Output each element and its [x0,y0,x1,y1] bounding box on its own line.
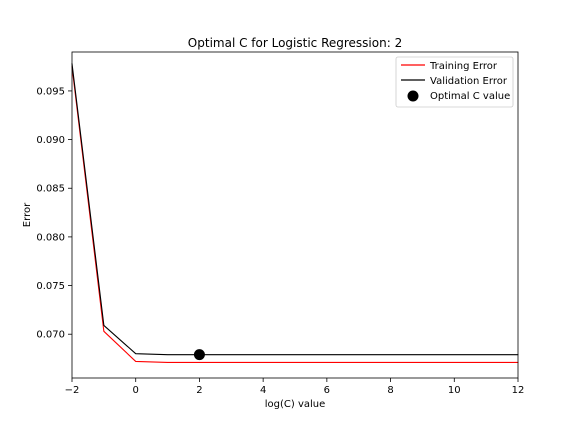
x-tick-label: −2 [65,385,80,396]
validation-error-line [71,63,519,356]
chart-title: Optimal C for Logistic Regression: 2 [188,36,402,50]
legend: Training Error Validation Error Optimal … [395,56,514,108]
x-axis-label: log(C) value [265,399,326,410]
plot-frame [71,51,519,379]
optimal-c-point [193,349,205,361]
y-tick-label: 0.075 [36,281,65,292]
x-tick-label: 12 [512,385,525,396]
legend-label-training-error: Training Error [429,61,498,72]
y-tick-label: 0.080 [36,232,65,243]
legend-marker-optimal-c [407,90,419,102]
legend-label-validation-error: Validation Error [430,76,508,87]
legend-label-optimal-c: Optimal C value [430,91,510,102]
legend-box [395,56,514,108]
y-tick-label: 0.070 [36,330,65,341]
x-tick-label: 2 [196,385,202,396]
axis-ticks: −2 0 2 4 6 8 10 12 0.070 0.075 0.080 0.085 0.090 0.09… [36,86,524,396]
y-tick-label: 0.090 [36,135,65,146]
x-tick-label: 0 [133,385,139,396]
series-layer [71,63,519,363]
x-tick-label: 4 [260,385,266,396]
marker-layer [193,349,205,361]
training-error-line [71,66,519,363]
y-axis-label: Error [22,202,33,227]
x-tick-label: 10 [448,385,461,396]
x-tick-label: 6 [324,385,330,396]
y-tick-label: 0.095 [36,86,65,97]
x-tick-label: 8 [387,385,393,396]
y-tick-label: 0.085 [36,184,65,195]
